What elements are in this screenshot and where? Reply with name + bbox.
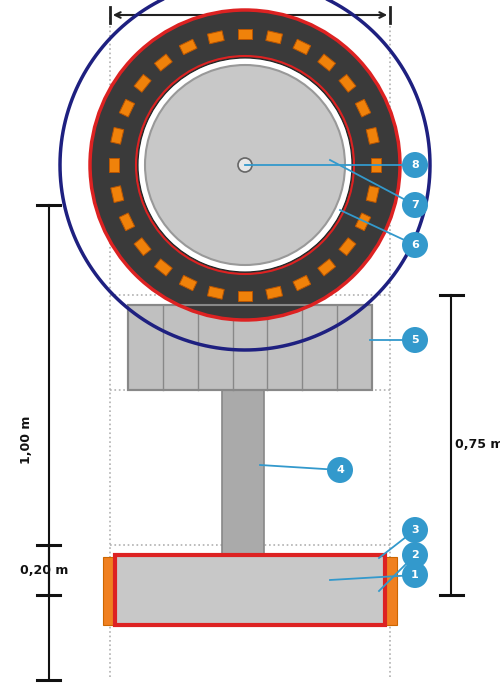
Text: 6: 6 — [411, 240, 419, 250]
Polygon shape — [371, 158, 381, 172]
Polygon shape — [134, 238, 151, 256]
Text: 1: 1 — [411, 570, 419, 580]
Polygon shape — [134, 75, 151, 92]
Polygon shape — [180, 39, 197, 54]
Polygon shape — [111, 128, 124, 144]
Bar — [232, 285, 262, 305]
Text: 1,00 m: 1,00 m — [223, 10, 277, 24]
Bar — [103, 557, 121, 625]
Polygon shape — [154, 54, 172, 71]
Text: 0,20 m: 0,20 m — [20, 563, 68, 576]
Polygon shape — [318, 54, 336, 71]
Polygon shape — [366, 186, 379, 203]
Text: 0,75 m: 0,75 m — [455, 438, 500, 452]
Text: 7: 7 — [411, 200, 419, 210]
Wedge shape — [90, 10, 400, 320]
Polygon shape — [318, 259, 336, 276]
Text: 4: 4 — [336, 465, 344, 475]
Text: 3: 3 — [411, 525, 419, 535]
Polygon shape — [266, 31, 282, 44]
Polygon shape — [293, 39, 310, 54]
Polygon shape — [180, 275, 197, 291]
Circle shape — [402, 232, 428, 258]
Polygon shape — [154, 259, 172, 276]
Text: 5: 5 — [411, 335, 419, 345]
Bar — [128, 305, 372, 390]
Text: 1,00 m: 1,00 m — [20, 416, 33, 464]
Text: 2: 2 — [411, 550, 419, 560]
Circle shape — [402, 542, 428, 568]
Circle shape — [402, 327, 428, 353]
Polygon shape — [266, 286, 282, 299]
Bar — [379, 557, 397, 625]
Bar — [222, 390, 264, 555]
Circle shape — [402, 192, 428, 218]
Polygon shape — [238, 291, 252, 301]
Polygon shape — [111, 186, 124, 203]
Circle shape — [402, 517, 428, 543]
Bar — [115, 555, 385, 625]
Polygon shape — [208, 31, 224, 44]
Polygon shape — [339, 238, 356, 256]
Circle shape — [402, 562, 428, 588]
Polygon shape — [366, 128, 379, 144]
Polygon shape — [120, 99, 134, 117]
Circle shape — [402, 152, 428, 178]
Polygon shape — [356, 213, 370, 231]
Circle shape — [238, 158, 252, 172]
Polygon shape — [120, 213, 134, 231]
Polygon shape — [109, 158, 119, 172]
Text: 8: 8 — [411, 160, 419, 170]
Circle shape — [327, 457, 353, 483]
Polygon shape — [339, 75, 356, 92]
Polygon shape — [356, 99, 370, 117]
Circle shape — [145, 65, 345, 265]
Bar — [128, 305, 372, 390]
Polygon shape — [293, 275, 310, 291]
Polygon shape — [208, 286, 224, 299]
Polygon shape — [238, 29, 252, 39]
